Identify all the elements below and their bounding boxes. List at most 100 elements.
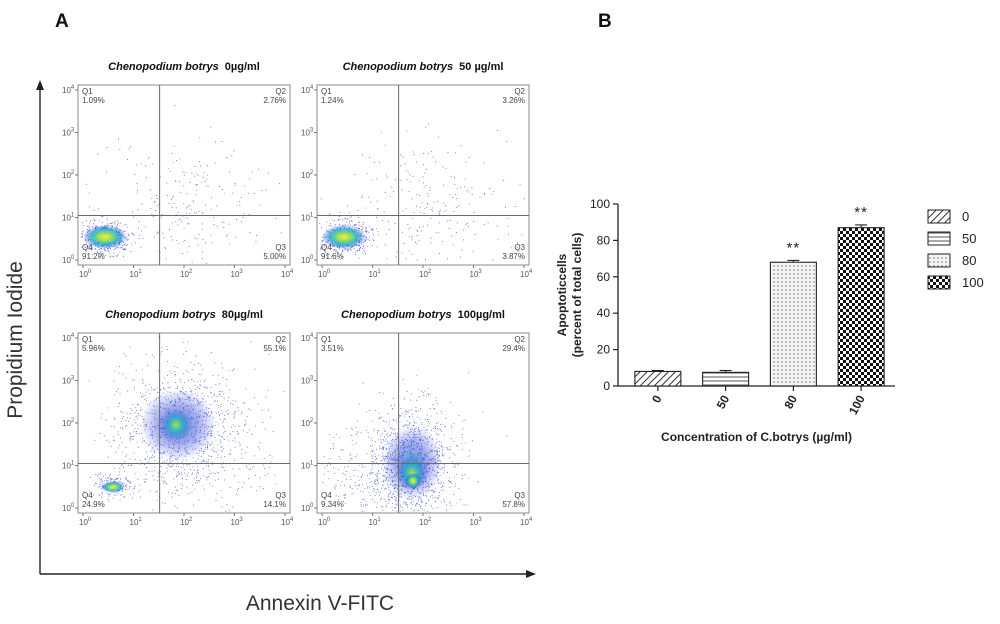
y-tick-exponent: 4 bbox=[71, 85, 75, 91]
x-tick-label: 100 bbox=[318, 269, 331, 279]
quadrant-q2-percent: 55.1% bbox=[263, 344, 286, 353]
flow-plot-dose: 0µg/ml bbox=[225, 61, 260, 73]
panel-a-letter: A bbox=[55, 11, 69, 32]
bar-x-tick-label: 100 bbox=[846, 393, 868, 418]
density-hotspot bbox=[83, 225, 127, 249]
x-tick-label: 102 bbox=[180, 517, 193, 527]
flow-plot-species: Chenopodium botrys bbox=[108, 61, 219, 73]
y-tick-label: 101 bbox=[301, 213, 314, 223]
bar-y-tick-label: 80 bbox=[597, 233, 611, 247]
x-tick-exponent: 4 bbox=[529, 269, 533, 275]
x-tick-label: 104 bbox=[520, 517, 533, 527]
x-tick-label: 102 bbox=[419, 517, 432, 527]
x-tick-exponent: 2 bbox=[428, 269, 432, 275]
x-tick-label: 104 bbox=[281, 517, 294, 527]
quadrant-q4-percent: 91.2% bbox=[82, 252, 105, 261]
bar-y-tick-label: 60 bbox=[597, 270, 611, 284]
y-tick-label: 100 bbox=[301, 255, 314, 265]
y-tick-exponent: 3 bbox=[71, 128, 75, 134]
y-tick-label: 103 bbox=[301, 128, 314, 138]
quadrant-q2-name: Q2 bbox=[514, 87, 525, 96]
y-tick-label: 101 bbox=[62, 461, 75, 471]
annexin-axis-label: Annexin V-FITC bbox=[246, 592, 394, 615]
quadrant-q2-percent: 3.26% bbox=[502, 96, 525, 105]
legend-label-100: 100 bbox=[962, 275, 984, 290]
quadrant-q3-percent: 14.1% bbox=[263, 500, 286, 509]
significance-marker: ** bbox=[854, 204, 868, 221]
quadrant-q1-percent: 3.51% bbox=[321, 344, 344, 353]
bar-50 bbox=[702, 371, 750, 387]
y-tick-label: 102 bbox=[62, 170, 75, 180]
y-tick-exponent: 3 bbox=[310, 376, 314, 382]
y-tick-exponent: 0 bbox=[71, 503, 75, 509]
y-tick-label: 101 bbox=[62, 213, 75, 223]
pi-axis-label: Propidium Iodide bbox=[4, 261, 27, 419]
quadrant-q4-percent: 24.9% bbox=[82, 500, 105, 509]
y-tick-label: 100 bbox=[62, 503, 75, 513]
quadrant-q1-percent: 5.96% bbox=[82, 344, 105, 353]
quadrant-q3-name: Q3 bbox=[275, 491, 286, 500]
y-tick-exponent: 1 bbox=[71, 461, 75, 467]
quadrant-q4-name: Q4 bbox=[321, 491, 332, 500]
y-tick-exponent: 0 bbox=[310, 503, 314, 509]
legend-swatch-0 bbox=[927, 209, 951, 224]
x-tick-label: 101 bbox=[130, 269, 143, 279]
significance-marker: ** bbox=[787, 239, 801, 256]
quadrant-q3-percent: 3.87% bbox=[502, 252, 525, 261]
y-tick-label: 104 bbox=[301, 333, 314, 343]
x-tick-exponent: 0 bbox=[88, 517, 92, 523]
legend-label-0: 0 bbox=[962, 209, 969, 224]
x-tick-exponent: 2 bbox=[189, 269, 193, 275]
y-tick-label: 104 bbox=[62, 85, 75, 95]
flow-plot-dose: 100µg/ml bbox=[458, 309, 505, 321]
y-tick-label: 102 bbox=[301, 170, 314, 180]
bar-x-tick-label: 50 bbox=[714, 393, 733, 412]
quadrant-q3-percent: 57.8% bbox=[502, 500, 525, 509]
x-tick-exponent: 2 bbox=[428, 517, 432, 523]
quadrant-q3-name: Q3 bbox=[514, 243, 525, 252]
bar-x-tick-label: 80 bbox=[781, 393, 800, 412]
y-tick-exponent: 2 bbox=[71, 170, 75, 176]
x-tick-exponent: 1 bbox=[377, 269, 381, 275]
x-tick-exponent: 1 bbox=[138, 517, 142, 523]
x-tick-exponent: 1 bbox=[377, 517, 381, 523]
density-hotspot bbox=[405, 473, 421, 489]
quadrant-q1-name: Q1 bbox=[321, 87, 332, 96]
flow-plot-species: Chenopodium botrys bbox=[343, 61, 454, 73]
quadrant-q4-name: Q4 bbox=[82, 243, 93, 252]
x-tick-exponent: 1 bbox=[138, 269, 142, 275]
y-tick-exponent: 2 bbox=[71, 418, 75, 424]
bar-100 bbox=[837, 227, 885, 387]
density-hotspot bbox=[101, 481, 125, 493]
quadrant-q4-percent: 91.6% bbox=[321, 252, 344, 261]
x-tick-exponent: 3 bbox=[239, 517, 243, 523]
y-tick-label: 102 bbox=[62, 418, 75, 428]
flow-plot-3: Chenopodium botrys 80µg/ml100100101101102… bbox=[62, 309, 294, 527]
x-tick-label: 100 bbox=[79, 269, 92, 279]
x-tick-label: 101 bbox=[369, 517, 382, 527]
y-tick-exponent: 3 bbox=[71, 376, 75, 382]
y-tick-exponent: 2 bbox=[310, 418, 314, 424]
annexin-axis-arrow bbox=[526, 570, 536, 578]
pi-axis-arrow bbox=[36, 80, 44, 90]
x-tick-label: 103 bbox=[231, 517, 244, 527]
bar-chart: 0 20 40 60 80 100 Apoptoticcells(percent of to… bbox=[555, 197, 984, 444]
x-tick-label: 100 bbox=[318, 517, 331, 527]
bar-y-tick-label: 20 bbox=[597, 343, 611, 357]
bar-x-label: Concentration of C.botrys (µg/ml) bbox=[661, 430, 852, 444]
quadrant-q1-percent: 1.24% bbox=[321, 96, 344, 105]
x-tick-exponent: 0 bbox=[88, 269, 92, 275]
flow-plot-dose: 50 µg/ml bbox=[459, 61, 503, 73]
y-tick-label: 101 bbox=[301, 461, 314, 471]
density-hotspot bbox=[322, 225, 366, 249]
bar-0 bbox=[634, 370, 682, 387]
y-tick-label: 104 bbox=[62, 333, 75, 343]
y-tick-exponent: 1 bbox=[71, 213, 75, 219]
quadrant-q2-percent: 29.4% bbox=[502, 344, 525, 353]
quadrant-q2-name: Q2 bbox=[275, 335, 286, 344]
x-tick-exponent: 4 bbox=[529, 517, 533, 523]
flow-plots: Chenopodium botrys 0µg/ml1001001011011021… bbox=[62, 61, 533, 527]
flow-plot-title: Chenopodium botrys 50 µg/ml bbox=[343, 61, 504, 73]
quadrant-q2-percent: 2.76% bbox=[263, 96, 286, 105]
